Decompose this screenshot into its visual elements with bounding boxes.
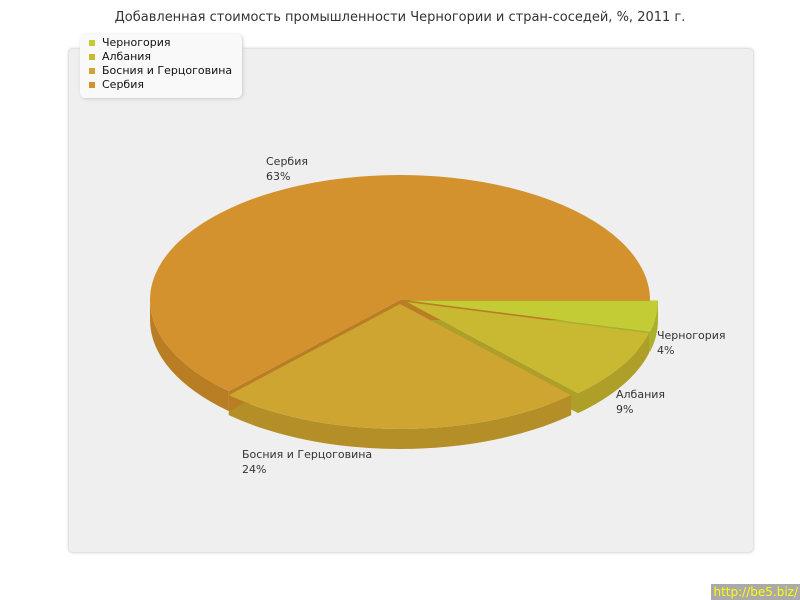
pie-slice[interactable]	[407, 300, 658, 332]
pie-slice[interactable]	[406, 302, 650, 394]
slice-label-value: 4%	[657, 344, 674, 357]
legend-label: Сербия	[102, 78, 144, 91]
pie-slice[interactable]	[150, 175, 651, 392]
legend-label: Албания	[102, 50, 152, 63]
legend-swatch	[89, 68, 95, 74]
legend-swatch	[89, 82, 95, 88]
legend-swatch	[89, 40, 95, 46]
slice-label-value: 9%	[616, 403, 633, 416]
legend-item[interactable]: Босния и Герцоговина	[80, 64, 242, 78]
slice-label-name: Сербия	[266, 155, 308, 168]
pie-slice[interactable]	[228, 304, 572, 429]
legend-item[interactable]: Сербия	[80, 78, 242, 92]
slice-label-name: Албания	[616, 388, 665, 401]
slice-label-value: 24%	[242, 463, 266, 476]
credit-link[interactable]: http://be5.biz/	[711, 584, 800, 600]
slice-label-name: Черногория	[657, 329, 725, 342]
slice-label-value: 63%	[266, 170, 290, 183]
legend: Черногория Албания Босния и Герцоговина …	[80, 34, 242, 98]
legend-item[interactable]: Черногория	[80, 36, 242, 50]
legend-label: Черногория	[102, 36, 171, 49]
legend-item[interactable]: Албания	[80, 50, 242, 64]
slice-label-name: Босния и Герцоговина	[242, 448, 372, 461]
chart-title: Добавленная стоимость промышленности Чер…	[114, 10, 686, 25]
legend-swatch	[89, 54, 95, 60]
legend-label: Босния и Герцоговина	[102, 64, 233, 77]
